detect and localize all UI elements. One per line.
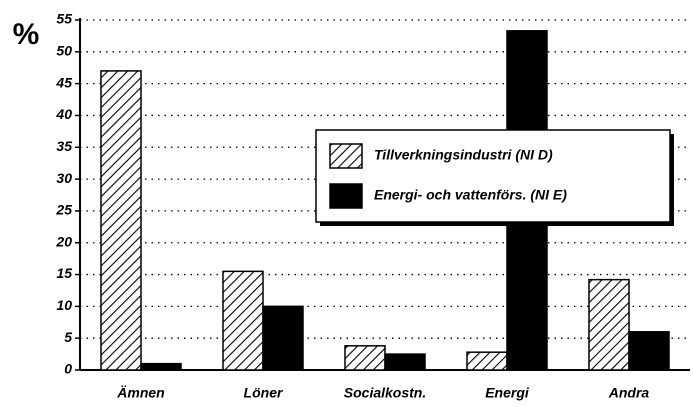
bar bbox=[344, 345, 386, 371]
y-tick-label: 20 bbox=[55, 233, 72, 249]
y-tick-label: 10 bbox=[56, 297, 72, 313]
bar bbox=[222, 270, 264, 371]
y-tick-label: 25 bbox=[55, 202, 72, 218]
legend-swatch bbox=[329, 143, 363, 169]
x-tick-label: Andra bbox=[608, 385, 650, 401]
legend-label: Energi- och vattenförs. (NI E) bbox=[374, 187, 567, 203]
legend bbox=[315, 129, 671, 223]
y-tick-label: 5 bbox=[64, 329, 72, 345]
legend-swatch bbox=[329, 183, 363, 209]
x-tick-label: Energi bbox=[485, 385, 530, 401]
bar bbox=[262, 305, 304, 371]
bar bbox=[466, 351, 508, 371]
y-unit-label: % bbox=[13, 18, 40, 51]
bar bbox=[588, 278, 630, 371]
bar bbox=[140, 362, 182, 371]
x-tick-label: Löner bbox=[244, 385, 284, 401]
y-tick-label: 55 bbox=[56, 11, 72, 27]
bar bbox=[100, 70, 142, 371]
bar bbox=[384, 353, 426, 371]
y-tick-label: 15 bbox=[56, 265, 72, 281]
x-tick-label: Socialkostn. bbox=[344, 385, 426, 401]
x-tick-label: Ämnen bbox=[116, 385, 164, 401]
y-tick-label: 30 bbox=[56, 170, 72, 186]
legend-label: Tillverkningsindustri (NI D) bbox=[374, 147, 553, 163]
y-tick-label: 0 bbox=[64, 361, 72, 377]
y-tick-label: 50 bbox=[56, 43, 72, 59]
y-tick-label: 35 bbox=[56, 138, 72, 154]
y-tick-label: 45 bbox=[55, 74, 72, 90]
bar bbox=[628, 331, 670, 371]
y-tick-label: 40 bbox=[55, 106, 72, 122]
